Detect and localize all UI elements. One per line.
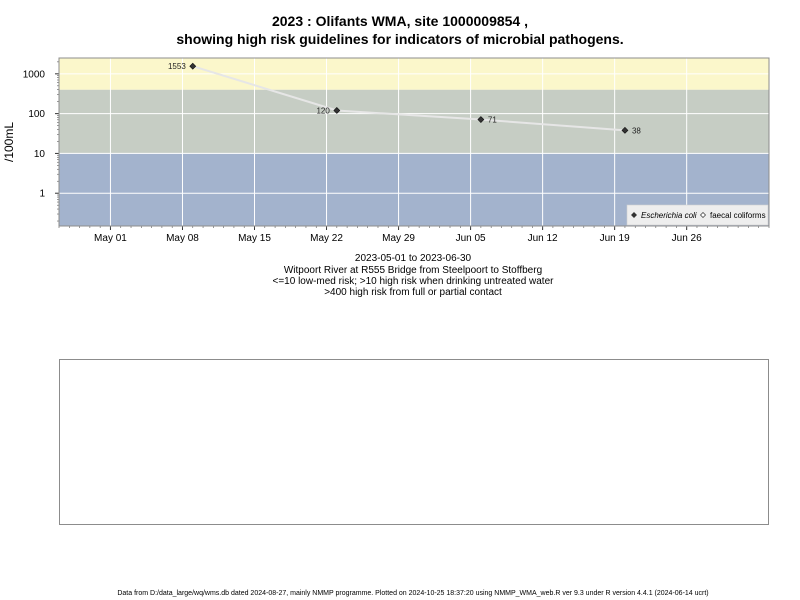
data-label: 71 [488,116,497,125]
data-point [621,126,629,134]
legend-marker-open [700,212,706,218]
x-tick-label: Jun 19 [600,233,630,244]
chart-title-line2: showing high risk guidelines for indicat… [176,31,624,47]
caption-risk-high: >400 high risk from full or partial cont… [324,287,502,298]
empty-plot-panel [59,359,769,525]
risk-band-1 [59,89,769,154]
series-line [192,65,626,132]
caption-risk-low: <=10 low-med risk; >10 high risk when dr… [272,276,554,287]
caption-site: Witpoort River at R555 Bridge from Steel… [283,265,543,276]
data-point [333,107,341,114]
x-tick-label: Jun 05 [456,233,486,244]
y-tick-label: 10 [34,149,46,160]
data-label: 120 [316,106,330,115]
x-tick-label: Jun 26 [672,233,702,244]
legend-marker-filled [631,212,637,218]
legend-label: faecal coliforms [710,211,766,220]
y-tick-label: 100 [28,109,45,120]
caption-date-range: 2023-05-01 to 2023-06-30 [354,253,472,264]
legend-label: Escherichia coli [641,211,697,220]
x-tick-label: May 01 [94,233,127,244]
plot-frame [58,57,770,227]
x-tick-label: May 08 [166,233,199,244]
x-tick-label: May 15 [238,233,271,244]
x-tick-label: May 22 [310,233,343,244]
x-tick-label: Jun 12 [528,233,558,244]
y-tick-label: 1000 [23,69,46,80]
y-tick-label: 1 [39,189,45,200]
chart-title-line1: 2023 : Olifants WMA, site 1000009854 , [271,13,528,29]
data-label: 38 [632,126,641,135]
legend-box [626,204,769,226]
data-point [189,62,197,70]
data-label: 1553 [168,62,186,71]
data-point [477,116,485,123]
x-tick-label: May 29 [382,233,415,244]
microbial-risk-chart: May 01 May 08 May 15 May 22 May 29 Jun 05 Jun … [2,57,770,244]
footer-note: Data from D:/data_large/wq/wms.db dated … [117,590,709,597]
y-axis-label: /100mL [2,122,16,162]
